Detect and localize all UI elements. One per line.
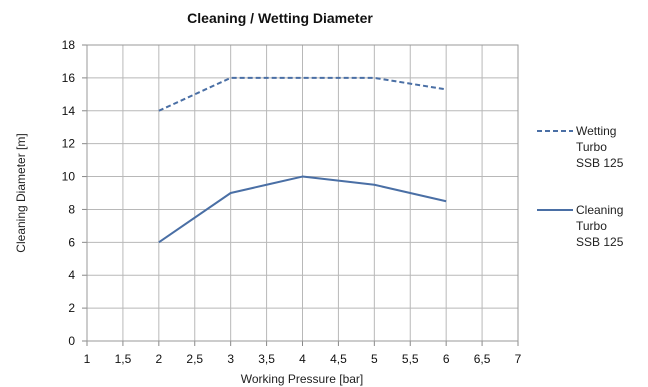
x-tick-label: 5,5 — [402, 352, 419, 366]
x-tick-label: 3,5 — [258, 352, 275, 366]
tick-labels: 1 1,5 2 2,5 3 3,5 4 4,5 5 5,5 6 6,5 7 0 2 4 6 8 10 12 14 16 18 — [62, 38, 522, 366]
x-tick-label: 4 — [299, 352, 306, 366]
legend-label: Turbo — [576, 219, 607, 233]
x-tick-label: 5 — [371, 352, 378, 366]
x-tick-label: 7 — [515, 352, 522, 366]
x-tick-label: 2 — [155, 352, 162, 366]
x-tick-label: 6 — [443, 352, 450, 366]
x-tick-label: 1 — [84, 352, 91, 366]
legend: Wetting Turbo SSB 125 Cleaning Turbo SSB 125 — [537, 124, 624, 249]
x-tick-label: 2,5 — [186, 352, 203, 366]
x-tick-label: 4,5 — [330, 352, 347, 366]
y-tick-label: 16 — [62, 71, 76, 85]
grid — [82, 44, 519, 346]
y-tick-label: 4 — [68, 268, 75, 282]
x-axis-label: Working Pressure [bar] — [241, 372, 364, 386]
legend-label: SSB 125 — [576, 156, 624, 170]
series-layer — [158, 76, 447, 244]
x-tick-label: 6,5 — [474, 352, 491, 366]
y-tick-label: 12 — [62, 137, 76, 151]
y-tick-label: 18 — [62, 38, 76, 52]
chart-title: Cleaning / Wetting Diameter — [187, 10, 373, 26]
y-tick-label: 2 — [68, 301, 75, 315]
legend-label: Wetting — [576, 124, 616, 138]
legend-label: Turbo — [576, 140, 607, 154]
plot-area — [86, 44, 519, 342]
series-line-1 — [158, 175, 447, 244]
series-line-0 — [158, 76, 447, 112]
y-tick-label: 0 — [68, 334, 75, 348]
y-tick-label: 6 — [68, 235, 75, 249]
y-axis-label: Cleaning Diameter [m] — [14, 133, 28, 252]
legend-label: Cleaning — [576, 203, 623, 217]
y-tick-label: 10 — [62, 170, 76, 184]
x-tick-label: 3 — [227, 352, 234, 366]
y-tick-label: 14 — [62, 104, 76, 118]
y-tick-label: 8 — [68, 202, 75, 216]
x-tick-label: 1,5 — [115, 352, 132, 366]
legend-label: SSB 125 — [576, 235, 624, 249]
